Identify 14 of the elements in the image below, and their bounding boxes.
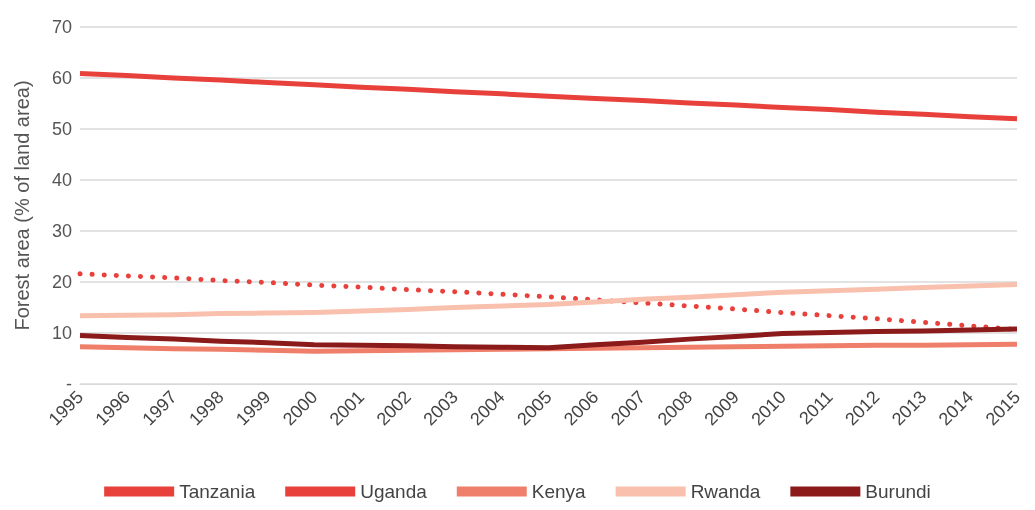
y-tick-label: 70 [51,17,72,37]
y-tick-label: 50 [51,119,72,139]
y-tick-label: 60 [51,68,72,88]
y-tick-label: 20 [51,272,72,292]
legend-label: Burundi [865,481,931,502]
legend-label: Tanzania [179,481,256,502]
y-tick-label: 40 [51,170,72,190]
y-axis-title: Forest area (% of land area) [11,80,33,331]
legend-label: Kenya [531,481,587,502]
y-tick-label: 10 [51,323,72,343]
y-tick-label: 30 [51,221,72,241]
y-tick-label: - [66,374,72,394]
legend-label: Uganda [360,481,428,502]
legend-label: Rwanda [690,481,761,502]
